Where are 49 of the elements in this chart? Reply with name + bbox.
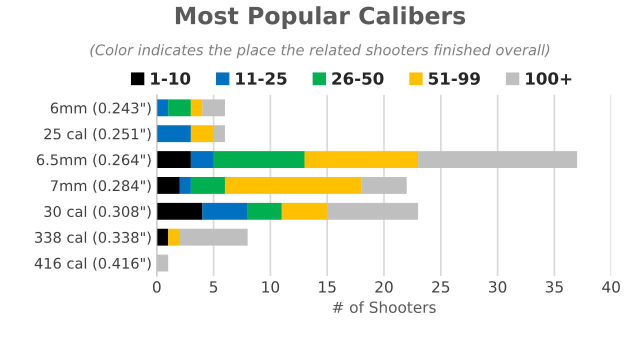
legend-label: 26-50 xyxy=(332,72,384,85)
x-tick-label: 0 xyxy=(152,281,161,293)
bar xyxy=(202,99,225,116)
legend-label: 100+ xyxy=(526,72,572,85)
chart-subtitle: (Color indicates the place the related shooters finished overall) xyxy=(90,44,550,58)
legend-label: 11-25 xyxy=(236,72,286,85)
bar xyxy=(168,99,191,116)
x-tick-label: 40 xyxy=(602,281,620,293)
x-tick-label: 35 xyxy=(546,281,563,293)
x-tick-label: 10 xyxy=(262,281,280,293)
bar xyxy=(190,99,202,116)
y-tick-label: 338 cal (0.338") xyxy=(35,232,151,245)
bar xyxy=(282,202,328,220)
y-tick-label: 30 cal (0.308") xyxy=(44,206,151,219)
bar xyxy=(361,177,407,194)
y-tick-label: 25 cal (0.251") xyxy=(44,128,151,142)
bar xyxy=(156,177,180,194)
bar xyxy=(168,228,180,246)
bar xyxy=(156,151,191,168)
chart-title: Most Popular Calibers xyxy=(176,6,466,30)
x-tick-label: 15 xyxy=(319,281,336,293)
bar xyxy=(190,151,214,168)
bar xyxy=(202,202,248,220)
bar xyxy=(190,177,225,194)
bar xyxy=(156,202,202,220)
y-tick-label: 6mm (0.243") xyxy=(50,102,151,116)
bar xyxy=(304,151,418,168)
legend-label: 1-10 xyxy=(151,72,190,85)
bar xyxy=(214,151,304,168)
bar xyxy=(180,177,191,194)
bar xyxy=(224,177,362,194)
bar xyxy=(156,228,168,246)
bar xyxy=(190,125,214,142)
bar xyxy=(327,202,418,220)
x-tick-label: 25 xyxy=(432,281,450,293)
bar xyxy=(418,151,578,168)
bar xyxy=(248,202,282,220)
y-tick-label: 416 cal (0.416") xyxy=(34,258,151,271)
bar xyxy=(156,125,191,142)
x-tick-label: 20 xyxy=(375,281,393,293)
y-tick-label: 6.5mm (0.264") xyxy=(36,154,151,168)
x-axis-title: # of Shooters xyxy=(332,301,436,314)
x-tick-label: 30 xyxy=(489,281,506,293)
bar xyxy=(214,125,225,142)
bar xyxy=(156,99,168,116)
legend-label: 51-99 xyxy=(428,72,480,85)
y-tick-label: 7mm (0.284") xyxy=(50,180,151,193)
x-tick-label: 5 xyxy=(210,281,218,293)
bar xyxy=(180,228,248,246)
